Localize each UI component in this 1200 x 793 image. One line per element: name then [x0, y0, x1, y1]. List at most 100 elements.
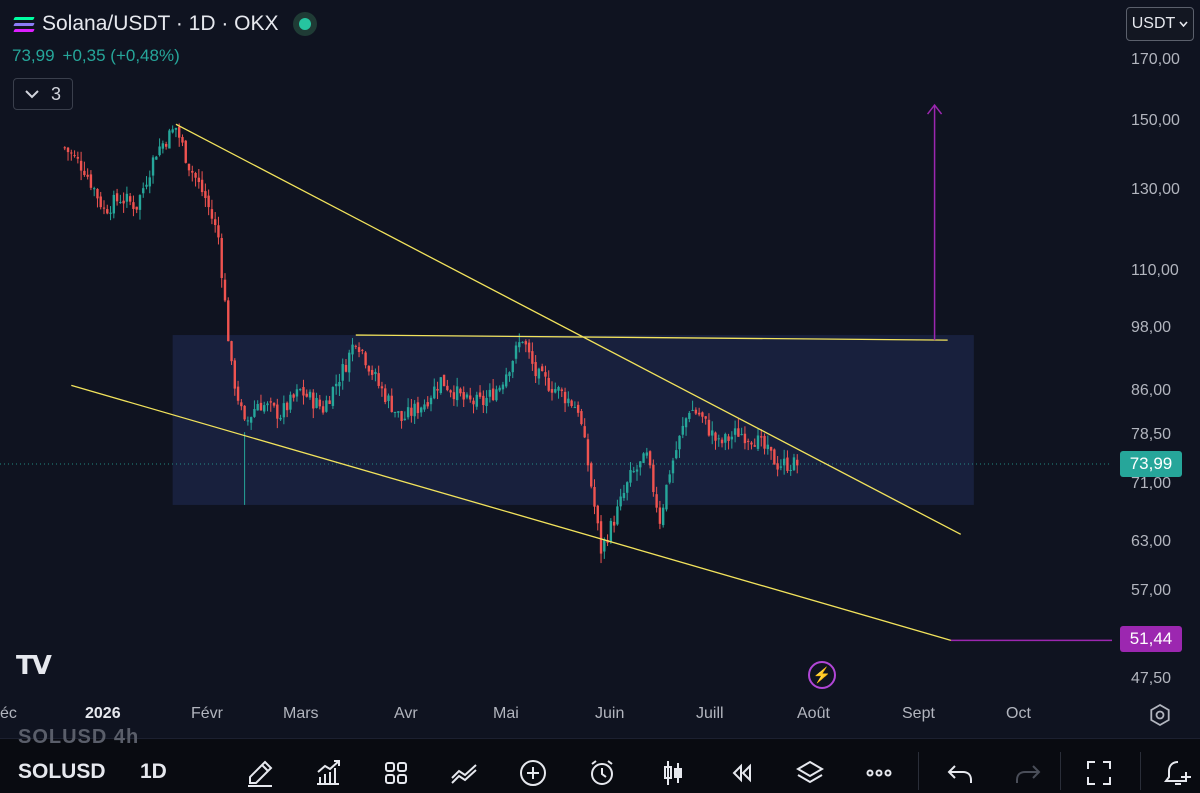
fullscreen-icon[interactable]	[1081, 755, 1117, 791]
candle-body	[586, 439, 590, 466]
candle-body	[537, 368, 541, 379]
candle-body	[348, 352, 351, 373]
candle-body	[557, 387, 560, 391]
current-price-tag: 73,99	[1120, 451, 1182, 477]
candle-body	[184, 140, 187, 163]
candle-body	[733, 428, 737, 435]
toolbar-divider	[1140, 752, 1141, 790]
redo-icon[interactable]	[1010, 755, 1046, 791]
candle-body	[227, 300, 230, 342]
candle-body	[599, 521, 603, 554]
candle-body	[334, 383, 338, 387]
candle-body	[315, 397, 318, 408]
candle-body	[302, 387, 305, 396]
candle-body	[429, 397, 433, 405]
candle-body	[191, 170, 194, 173]
candle-body	[665, 484, 668, 510]
candle-body	[112, 194, 116, 214]
candle-body	[531, 351, 534, 364]
candle-body	[410, 407, 413, 416]
add-watchlist-icon[interactable]	[1160, 755, 1196, 791]
candle-body	[511, 360, 514, 373]
candle-body	[796, 459, 799, 466]
candle-body	[622, 492, 626, 499]
time-axis-label: Mars	[283, 705, 319, 722]
candle-body	[658, 507, 662, 524]
alert-icon[interactable]	[584, 755, 620, 791]
candle-body	[397, 411, 400, 413]
drawings	[71, 103, 1112, 642]
indicators-count: 3	[50, 83, 61, 104]
undo-icon[interactable]	[942, 755, 978, 791]
indicators-toggle-button[interactable]: 3	[13, 78, 73, 110]
candle-body	[707, 419, 711, 436]
candle-body	[714, 432, 717, 441]
candle-body	[583, 426, 586, 438]
candle-body	[563, 391, 567, 404]
templates-icon[interactable]	[378, 755, 414, 791]
candle-body	[377, 373, 380, 386]
replay-icon[interactable]	[723, 755, 759, 791]
candle-body	[560, 389, 563, 391]
time-axis-label: 2026	[85, 705, 121, 722]
price-change-line: 73,99 +0,35 (+0,48%)	[12, 46, 180, 66]
candle-body	[518, 342, 521, 348]
candle-body	[370, 369, 374, 375]
candle-body	[508, 372, 511, 377]
candle-body	[308, 391, 312, 398]
candle-body	[704, 416, 707, 419]
candle-body	[711, 430, 714, 436]
candle-body	[253, 409, 256, 417]
lightning-icon[interactable]: ⚡	[808, 661, 836, 689]
candle-body	[142, 188, 145, 194]
candle-body	[387, 395, 390, 402]
add-icon[interactable]	[515, 755, 551, 791]
candle-body	[524, 341, 528, 345]
candle-body	[419, 407, 423, 413]
candle-body	[433, 386, 436, 399]
candle-body	[576, 404, 580, 413]
candle-body	[351, 344, 354, 355]
candle-body	[122, 200, 125, 204]
chevron-down-icon	[1179, 21, 1188, 27]
candle-body	[338, 381, 341, 387]
symbol-button[interactable]: SOLUSD	[18, 760, 106, 783]
candle-body	[652, 464, 655, 492]
candle-body	[616, 506, 619, 525]
candle-body	[168, 130, 171, 149]
candle-body	[596, 505, 599, 524]
candle-body	[263, 405, 266, 412]
candle-body	[590, 463, 593, 487]
candle-body	[469, 395, 472, 400]
candle-body	[544, 372, 547, 377]
candle-body	[344, 364, 348, 372]
candle-type-icon[interactable]	[655, 755, 691, 791]
candle-body	[694, 409, 698, 414]
symbol-header[interactable]: Solana/USDT · 1D · OKX	[13, 10, 317, 38]
timeframe-button[interactable]: 1D	[140, 760, 167, 783]
candle-body	[462, 392, 465, 400]
chevron-down-icon	[25, 90, 39, 99]
indicators-icon[interactable]	[310, 755, 346, 791]
price-axis-label: 57,00	[1131, 582, 1172, 599]
price-axis-label: 71,00	[1131, 475, 1172, 492]
brush-icon[interactable]	[242, 755, 278, 791]
candle-body	[321, 406, 325, 413]
currency-button[interactable]: USDT	[1126, 7, 1194, 41]
candle-body	[547, 378, 550, 391]
candle-body	[125, 193, 129, 202]
compare-icon[interactable]	[446, 755, 482, 791]
candle-body	[678, 435, 681, 450]
candle-body	[505, 374, 508, 387]
candle-body	[220, 238, 223, 278]
lower-trendline	[71, 384, 952, 642]
gear-icon[interactable]	[1148, 703, 1172, 732]
price-axis-label: 78,50	[1131, 426, 1172, 443]
layers-icon[interactable]	[792, 755, 828, 791]
candle-body	[305, 393, 308, 397]
more-icon[interactable]	[861, 755, 897, 791]
upper-trendline	[175, 123, 962, 535]
candle-body	[187, 163, 191, 171]
candle-body	[109, 212, 112, 214]
